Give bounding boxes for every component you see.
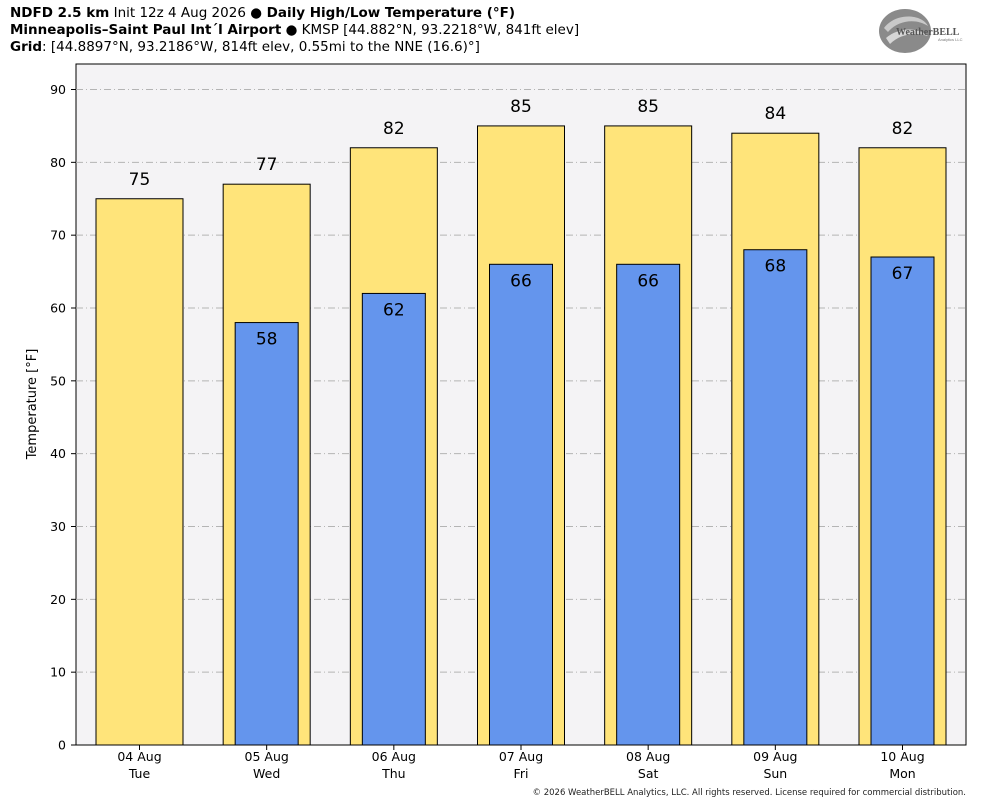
low-value-label: 58 [256, 330, 278, 350]
x-tick-date: 08 Aug [626, 749, 670, 764]
high-value-label: 85 [510, 97, 532, 117]
low-value-label: 66 [637, 271, 659, 291]
x-tick-day: Sun [763, 766, 787, 781]
copyright-notice: © 2026 WeatherBELL Analytics, LLC. All r… [532, 788, 966, 798]
x-tick-day: Tue [128, 766, 151, 781]
model-name: NDFD 2.5 km [10, 5, 110, 21]
x-tick-date: 05 Aug [245, 749, 289, 764]
x-tick-day: Sat [638, 766, 659, 781]
y-tick-label: 40 [50, 446, 66, 461]
low-bar [616, 263, 681, 746]
x-tick-date: 10 Aug [880, 749, 924, 764]
svg-text:WeatherBELL: WeatherBELL [896, 27, 960, 38]
high-value-label: 82 [892, 119, 914, 139]
header-line-1: NDFD 2.5 km Init 12z 4 Aug 2026 ● Daily … [10, 5, 579, 22]
grid-details: : [44.8897°N, 93.2186°W, 814ft elev, 0.5… [42, 39, 480, 55]
y-tick-label: 80 [50, 155, 66, 170]
header-line-3: Grid: [44.8897°N, 93.2186°W, 814ft elev,… [10, 39, 579, 56]
y-tick-label: 50 [50, 373, 66, 388]
y-tick-label: 90 [50, 82, 66, 97]
low-bar [234, 322, 299, 746]
y-tick-label: 20 [50, 592, 66, 607]
station-details: KMSP [44.882°N, 93.2218°W, 841ft elev] [301, 22, 580, 38]
high-value-label: 84 [765, 104, 787, 124]
low-value-label: 68 [765, 257, 787, 277]
high-bar [95, 198, 184, 746]
x-tick-date: 07 Aug [499, 749, 543, 764]
high-value-label: 82 [383, 119, 405, 139]
value-labels: 75 77 58 82 62 85 66 85 66 84 68 82 67 [129, 97, 914, 350]
high-value-label: 77 [256, 155, 278, 175]
x-tick-date: 09 Aug [753, 749, 797, 764]
chart-header: NDFD 2.5 km Init 12z 4 Aug 2026 ● Daily … [10, 5, 579, 56]
x-tick-day: Fri [514, 766, 529, 781]
svg-text:Analytics LLC: Analytics LLC [938, 37, 963, 42]
product-name: Daily High/Low Temperature (°F) [261, 5, 516, 21]
y-tick-label: 0 [58, 738, 66, 753]
low-bar [361, 292, 426, 746]
y-tick-label: 30 [50, 519, 66, 534]
separator-dot: ● [250, 5, 262, 21]
high-value-label: 85 [637, 97, 659, 117]
x-axis: 04 Aug Tue 05 Aug Wed 06 Aug Thu 07 Aug Fri 08 A… [117, 745, 925, 781]
bars [95, 125, 947, 746]
header-line-2: Minneapolis–Saint Paul Int´l Airport ● K… [10, 22, 579, 39]
separator-dot-2: ● [281, 22, 302, 38]
x-tick-day: Mon [889, 766, 915, 781]
y-axis: 0 10 20 30 40 50 60 70 80 90 [50, 82, 76, 753]
init-time: Init 12z 4 Aug 2026 [109, 5, 251, 21]
x-tick-day: Wed [253, 766, 280, 781]
low-bar [489, 263, 553, 746]
y-tick-label: 70 [50, 228, 66, 243]
x-tick-day: Thu [381, 766, 405, 781]
x-tick-date: 06 Aug [372, 749, 416, 764]
y-axis-label: Temperature [°F] [25, 349, 40, 461]
high-value-label: 75 [129, 170, 151, 190]
grid-label: Grid [10, 39, 43, 55]
low-value-label: 62 [383, 300, 405, 320]
x-tick-date: 04 Aug [117, 749, 161, 764]
y-tick-label: 60 [50, 301, 66, 316]
station-name: Minneapolis–Saint Paul Int´l Airport [10, 22, 282, 38]
low-value-label: 67 [892, 264, 914, 284]
weatherbell-logo: WeatherBELL Analytics LLC [879, 9, 963, 53]
low-bar [870, 256, 935, 746]
low-value-label: 66 [510, 271, 532, 291]
y-tick-label: 10 [50, 665, 66, 680]
low-bar [743, 249, 808, 746]
